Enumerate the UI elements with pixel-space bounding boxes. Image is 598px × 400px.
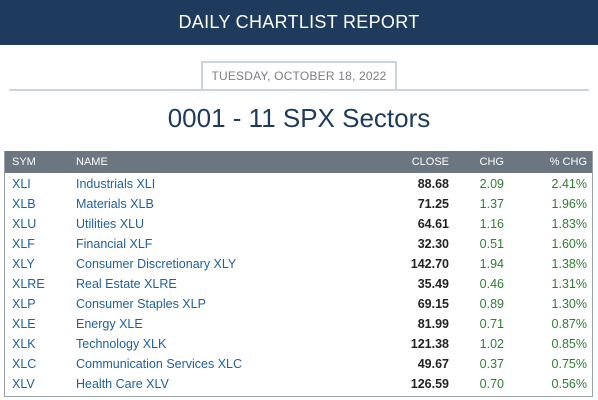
table-row: XLRE Real Estate XLRE 35.49 0.46 1.31% <box>5 274 592 294</box>
close-value: 71.25 <box>417 197 449 211</box>
pct-change-value: 0.87% <box>551 317 587 331</box>
close-value: 64.61 <box>417 217 449 231</box>
symbol-link[interactable]: XLB <box>12 197 36 211</box>
symbol-link[interactable]: XLV <box>12 377 35 391</box>
name-link[interactable]: Materials XLB <box>76 197 154 211</box>
table-row: XLC Communication Services XLC 49.67 0.3… <box>5 354 592 374</box>
close-value: 32.30 <box>417 237 449 251</box>
close-value: 81.99 <box>417 317 449 331</box>
change-value: 0.70 <box>479 377 504 391</box>
column-header-chg[interactable]: CHG <box>479 156 504 168</box>
close-value: 126.59 <box>410 377 449 391</box>
pct-change-value: 0.85% <box>551 337 587 351</box>
close-value: 121.38 <box>410 337 449 351</box>
symbol-link[interactable]: XLY <box>12 257 35 271</box>
date-divider <box>9 89 589 91</box>
name-link[interactable]: Real Estate XLRE <box>76 277 177 291</box>
table-row: XLY Consumer Discretionary XLY 142.70 1.… <box>5 254 592 274</box>
column-header-pct-chg[interactable]: % CHG <box>549 156 587 168</box>
name-link[interactable]: Health Care XLV <box>76 377 169 391</box>
close-value: 49.67 <box>417 357 449 371</box>
table-row: XLP Consumer Staples XLP 69.15 0.89 1.30… <box>5 294 592 314</box>
symbol-link[interactable]: XLP <box>12 297 36 311</box>
pct-change-value: 0.56% <box>551 377 587 391</box>
name-link[interactable]: Consumer Staples XLP <box>76 297 206 311</box>
pct-change-value: 1.96% <box>551 197 587 211</box>
symbol-link[interactable]: XLE <box>12 317 36 331</box>
table-body: XLI Industrials XLI 88.68 2.09 2.41% XLB… <box>5 174 592 394</box>
change-value: 0.71 <box>479 317 504 331</box>
pct-change-value: 1.30% <box>551 297 587 311</box>
change-value: 1.37 <box>479 197 504 211</box>
column-header-name[interactable]: NAME <box>76 156 108 168</box>
table-row: XLF Financial XLF 32.30 0.51 1.60% <box>5 234 592 254</box>
pct-change-value: 1.60% <box>551 237 587 251</box>
table-row: XLB Materials XLB 71.25 1.37 1.96% <box>5 194 592 214</box>
close-value: 35.49 <box>417 277 449 291</box>
change-value: 1.94 <box>479 257 504 271</box>
symbol-link[interactable]: XLK <box>12 337 36 351</box>
sectors-table: SYM NAME CLOSE CHG % CHG XLI Industrials… <box>4 151 593 397</box>
change-value: 2.09 <box>479 177 504 191</box>
change-value: 0.46 <box>479 277 504 291</box>
report-banner: DAILY CHARTLIST REPORT <box>0 0 598 45</box>
pct-change-value: 2.41% <box>551 177 587 191</box>
table-row: XLK Technology XLK 121.38 1.02 0.85% <box>5 334 592 354</box>
pct-change-value: 1.31% <box>551 277 587 291</box>
pct-change-value: 1.83% <box>551 217 587 231</box>
pct-change-value: 0.75% <box>551 357 587 371</box>
table-row: XLV Health Care XLV 126.59 0.70 0.56% <box>5 374 592 394</box>
change-value: 0.37 <box>479 357 504 371</box>
name-link[interactable]: Utilities XLU <box>76 217 145 231</box>
change-value: 1.02 <box>479 337 504 351</box>
name-link[interactable]: Energy XLE <box>76 317 143 331</box>
report-title: DAILY CHARTLIST REPORT <box>178 12 420 32</box>
symbol-link[interactable]: XLC <box>12 357 37 371</box>
name-link[interactable]: Financial XLF <box>76 237 153 251</box>
column-header-close[interactable]: CLOSE <box>411 156 449 168</box>
symbol-link[interactable]: XLF <box>12 237 35 251</box>
table-header: SYM NAME CLOSE CHG % CHG <box>5 151 592 173</box>
symbol-link[interactable]: XLRE <box>12 277 45 291</box>
name-link[interactable]: Industrials XLI <box>76 177 156 191</box>
chartlist-title: 0001 - 11 SPX Sectors <box>167 103 431 133</box>
close-value: 142.70 <box>410 257 449 271</box>
change-value: 0.89 <box>479 297 504 311</box>
change-value: 1.16 <box>479 217 504 231</box>
pct-change-value: 1.38% <box>551 257 587 271</box>
report-date: TUESDAY, OCTOBER 18, 2022 <box>201 61 397 89</box>
table-row: XLU Utilities XLU 64.61 1.16 1.83% <box>5 214 592 234</box>
close-value: 69.15 <box>417 297 449 311</box>
table-row: XLE Energy XLE 81.99 0.71 0.87% <box>5 314 592 334</box>
symbol-link[interactable]: XLU <box>12 217 37 231</box>
name-link[interactable]: Technology XLK <box>76 337 167 351</box>
name-link[interactable]: Communication Services XLC <box>76 357 243 371</box>
change-value: 0.51 <box>479 237 504 251</box>
column-header-sym[interactable]: SYM <box>12 156 36 168</box>
symbol-link[interactable]: XLI <box>12 177 31 191</box>
name-link[interactable]: Consumer Discretionary XLY <box>76 257 237 271</box>
close-value: 88.68 <box>417 177 449 191</box>
table-row: XLI Industrials XLI 88.68 2.09 2.41% <box>5 174 592 194</box>
